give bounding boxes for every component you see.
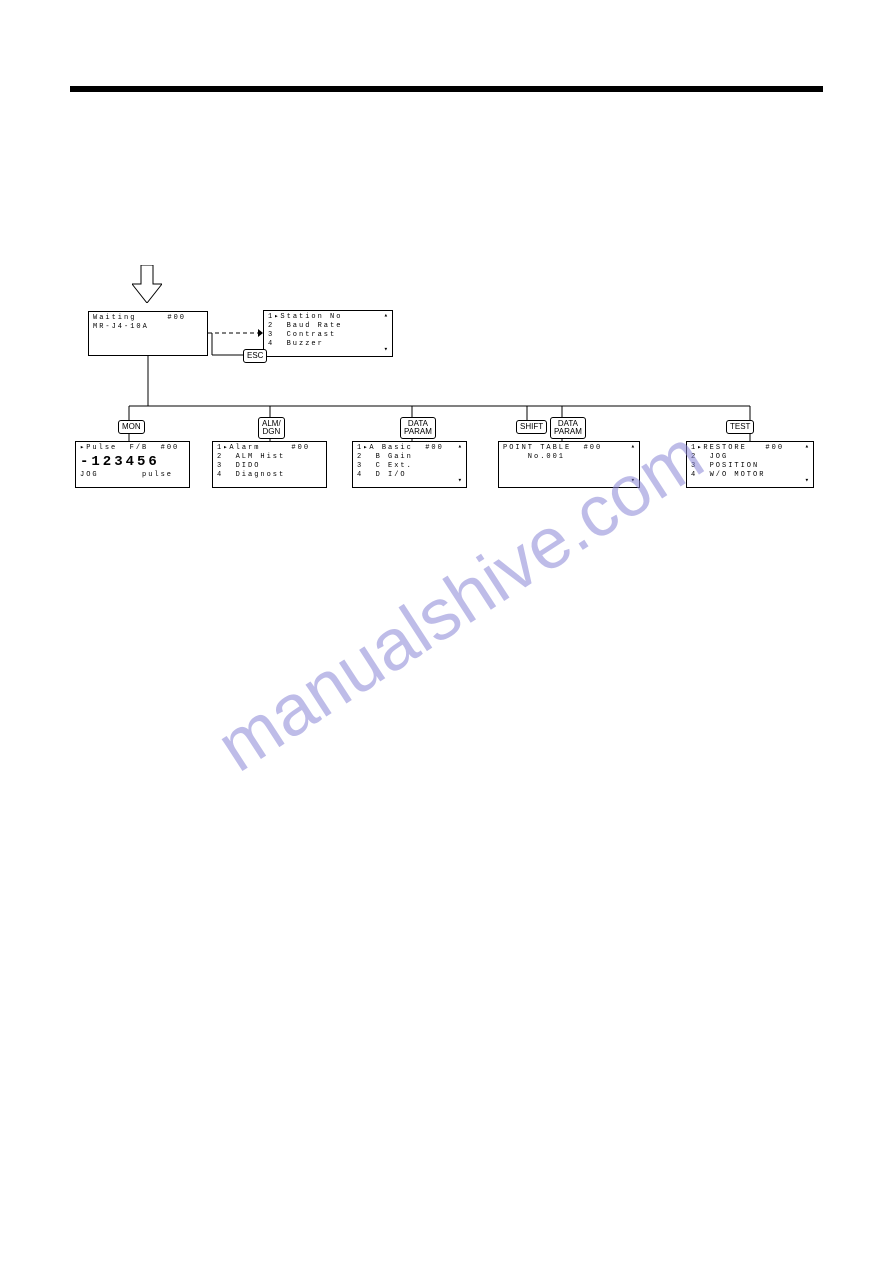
point-table-screen: POINT TABLE #00 No.001 ▴ ▾ [498,441,640,488]
point-line2: No.001 [503,453,635,462]
shift-key-label: SHIFT [520,422,543,431]
scroll-down-icon: ▾ [384,346,390,355]
test-key-label: TEST [730,422,750,431]
test-screen: 1▸RESTORE #00 2 JOG 3 POSITION 4 W/O MOT… [686,441,814,488]
alarm-line4: 4 Diagnost [217,471,322,480]
alm-dgn-key[interactable]: ALM/ DGN [258,417,285,439]
param-line4: 4 D I/O [357,471,462,480]
station-menu-screen: 1▸Station No 2 Baud Rate 3 Contrast 4 Bu… [263,310,393,357]
mon-key-label: MON [122,422,141,431]
alarm-line3: 3 DIDO [217,462,322,471]
data-param-key-1[interactable]: DATA PARAM [400,417,436,439]
alm-key-label: ALM/ DGN [262,419,281,436]
scroll-down-icon: ▾ [805,477,811,486]
station-line4: 4 Buzzer [268,340,388,349]
test-line2: 2 JOG [691,453,809,462]
data1-key-label: DATA PARAM [404,419,432,436]
test-key[interactable]: TEST [726,420,754,434]
scroll-up-icon: ▴ [805,443,811,452]
monitor-head: ▸Pulse F/B #00 [80,444,185,453]
mon-key[interactable]: MON [118,420,145,434]
shift-key[interactable]: SHIFT [516,420,547,434]
point-line1: POINT TABLE #00 [503,444,635,453]
esc-key-label: ESC [247,351,263,360]
param-line2: 2 B Gain [357,453,462,462]
monitor-foot: JOG pulse [80,471,185,480]
test-line4: 4 W/O MOTOR [691,471,809,480]
waiting-screen: Waiting #00 MR-J4-10A [88,311,208,356]
esc-key[interactable]: ESC [243,349,267,363]
test-line3: 3 POSITION [691,462,809,471]
scroll-down-icon: ▾ [458,477,464,486]
station-line3: 3 Contrast [268,331,388,340]
waiting-line1: Waiting #00 [93,314,203,323]
param-line1: 1▸A Basic #00 [357,444,462,453]
alarm-line1: 1▸Alarm #00 [217,444,322,453]
station-line1: 1▸Station No [268,313,388,322]
flowchart-lines [0,0,893,1263]
monitor-digits: -123456 [80,453,185,471]
data-param-key-2[interactable]: DATA PARAM [550,417,586,439]
param-screen: 1▸A Basic #00 2 B Gain 3 C Ext. 4 D I/O … [352,441,467,488]
alarm-line2: 2 ALM Hist [217,453,322,462]
scroll-up-icon: ▴ [384,312,390,321]
test-line1: 1▸RESTORE #00 [691,444,809,453]
start-arrow-icon [132,265,162,303]
scroll-down-icon: ▾ [631,477,637,486]
param-line3: 3 C Ext. [357,462,462,471]
alarm-screen: 1▸Alarm #00 2 ALM Hist 3 DIDO 4 Diagnost [212,441,327,488]
station-line2: 2 Baud Rate [268,322,388,331]
scroll-up-icon: ▴ [458,443,464,452]
scroll-up-icon: ▴ [631,443,637,452]
data2-key-label: DATA PARAM [554,419,582,436]
monitor-screen: ▸Pulse F/B #00 -123456 JOG pulse [75,441,190,488]
waiting-line3: MR-J4-10A [93,323,203,332]
